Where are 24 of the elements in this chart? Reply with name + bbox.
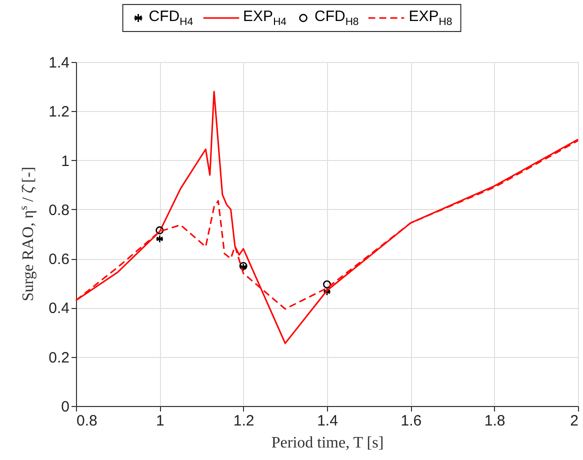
x-tick-label: 0.8 — [76, 412, 98, 430]
x-axis-title: Period time, T [s] — [271, 434, 384, 452]
y-tick-label: 0.8 — [48, 202, 70, 219]
x-tick-label: 1.2 — [233, 412, 254, 430]
y-tick-label: 0.4 — [48, 300, 70, 318]
x-tick-label: 1 — [156, 412, 164, 430]
y-tick-label: 0 — [61, 398, 70, 416]
y-tick-label: 0.6 — [48, 251, 70, 268]
point — [156, 226, 164, 234]
x-tick-label: 1.8 — [484, 412, 506, 430]
point — [322, 280, 332, 288]
y-tick-label: 1.4 — [48, 54, 70, 72]
point — [322, 288, 332, 296]
x-tick-label: 2 — [570, 412, 578, 430]
y-tick-label: 1.2 — [48, 104, 70, 121]
legend-label: CFD$_{H4}$ — [148, 8, 194, 28]
x-tick-label: 1.4 — [317, 412, 338, 430]
legend-label: EXP$_{H8}$ — [408, 8, 452, 28]
x-tick-label: 1.6 — [400, 412, 422, 430]
y-tick-label: 0.2 — [48, 349, 70, 366]
legend-label: EXP$_{H4}$ — [243, 8, 286, 28]
point — [156, 234, 164, 243]
legend-label: CFD$_{H8}$ — [314, 8, 359, 28]
y-tick-label: 1 — [61, 152, 70, 170]
